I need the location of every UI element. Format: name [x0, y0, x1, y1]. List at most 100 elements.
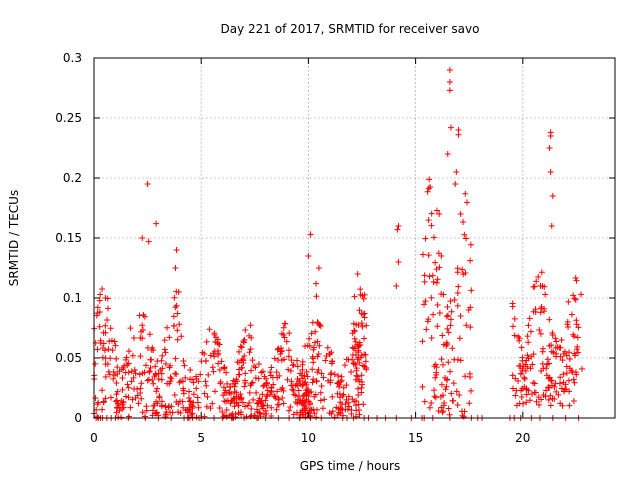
data-point [175, 288, 182, 295]
data-point [125, 360, 132, 367]
data-point [467, 241, 474, 248]
data-point [467, 257, 474, 264]
data-point [114, 397, 121, 404]
data-point [110, 375, 117, 382]
data-point [349, 330, 356, 337]
data-point [96, 297, 103, 304]
data-point [546, 384, 553, 391]
data-point [525, 322, 532, 329]
data-point [544, 356, 551, 363]
data-point [234, 359, 241, 366]
data-point [289, 362, 296, 369]
data-point [307, 399, 314, 406]
data-point [280, 400, 287, 407]
data-point [241, 339, 248, 346]
data-point [280, 324, 287, 331]
data-point [578, 291, 585, 298]
data-point [113, 355, 120, 362]
data-point [545, 396, 552, 403]
data-point [154, 400, 161, 407]
data-point [274, 401, 281, 408]
data-point [444, 303, 451, 310]
data-point [242, 370, 249, 377]
data-point [295, 387, 302, 394]
data-point [152, 370, 159, 377]
data-point [165, 404, 172, 411]
data-point [570, 292, 577, 299]
data-point [106, 371, 113, 378]
data-point [139, 322, 146, 329]
data-point [575, 349, 582, 356]
data-point [444, 325, 451, 332]
data-point [352, 338, 359, 345]
data-point [100, 340, 107, 347]
data-point [141, 313, 148, 320]
data-point [314, 353, 321, 360]
data-point [447, 368, 454, 375]
data-point [530, 351, 537, 358]
data-point [312, 339, 319, 346]
data-point [94, 413, 101, 420]
data-point [345, 393, 352, 400]
data-point [518, 393, 525, 400]
data-point [281, 320, 288, 327]
data-point [349, 356, 356, 363]
data-point [572, 369, 579, 376]
data-point [315, 320, 322, 327]
data-point [120, 398, 127, 405]
data-point [438, 356, 445, 363]
data-point [161, 337, 168, 344]
data-point [462, 190, 469, 197]
data-point [275, 357, 282, 364]
data-point [511, 315, 518, 322]
data-point [252, 364, 259, 371]
data-point [355, 401, 362, 408]
data-point [144, 344, 151, 351]
data-point [337, 405, 344, 412]
data-point [178, 333, 185, 340]
data-point [167, 378, 174, 385]
data-point [542, 291, 549, 298]
data-point [457, 211, 464, 217]
data-point [430, 234, 437, 241]
data-point [233, 400, 240, 407]
data-point [179, 378, 186, 385]
data-point [185, 394, 192, 401]
data-point [335, 405, 342, 412]
data-point [437, 393, 444, 400]
data-point [102, 373, 109, 380]
data-point [187, 366, 194, 373]
data-point [363, 322, 370, 329]
data-point [432, 394, 439, 401]
data-point [430, 279, 437, 286]
data-point [343, 382, 350, 389]
data-point [139, 235, 146, 241]
data-point [144, 377, 151, 384]
data-point [164, 324, 171, 331]
data-point [303, 369, 310, 376]
data-point [181, 362, 188, 369]
data-point [217, 379, 224, 386]
data-point [262, 407, 269, 414]
data-point [457, 357, 464, 364]
data-point [436, 310, 443, 317]
data-point [235, 410, 242, 417]
data-point [525, 387, 532, 394]
data-point [263, 375, 270, 382]
data-point [351, 327, 358, 334]
data-point [449, 345, 456, 352]
data-point [130, 374, 137, 381]
data-point [139, 335, 146, 342]
data-point [274, 388, 281, 395]
data-point [428, 334, 435, 341]
data-point [355, 322, 362, 329]
data-point [359, 323, 366, 330]
data-point [109, 347, 116, 354]
data-point [354, 271, 361, 277]
data-point [246, 389, 253, 396]
data-point [132, 370, 139, 377]
data-point [443, 313, 450, 320]
data-point [233, 389, 240, 396]
data-point [238, 396, 245, 403]
data-point [100, 399, 107, 406]
